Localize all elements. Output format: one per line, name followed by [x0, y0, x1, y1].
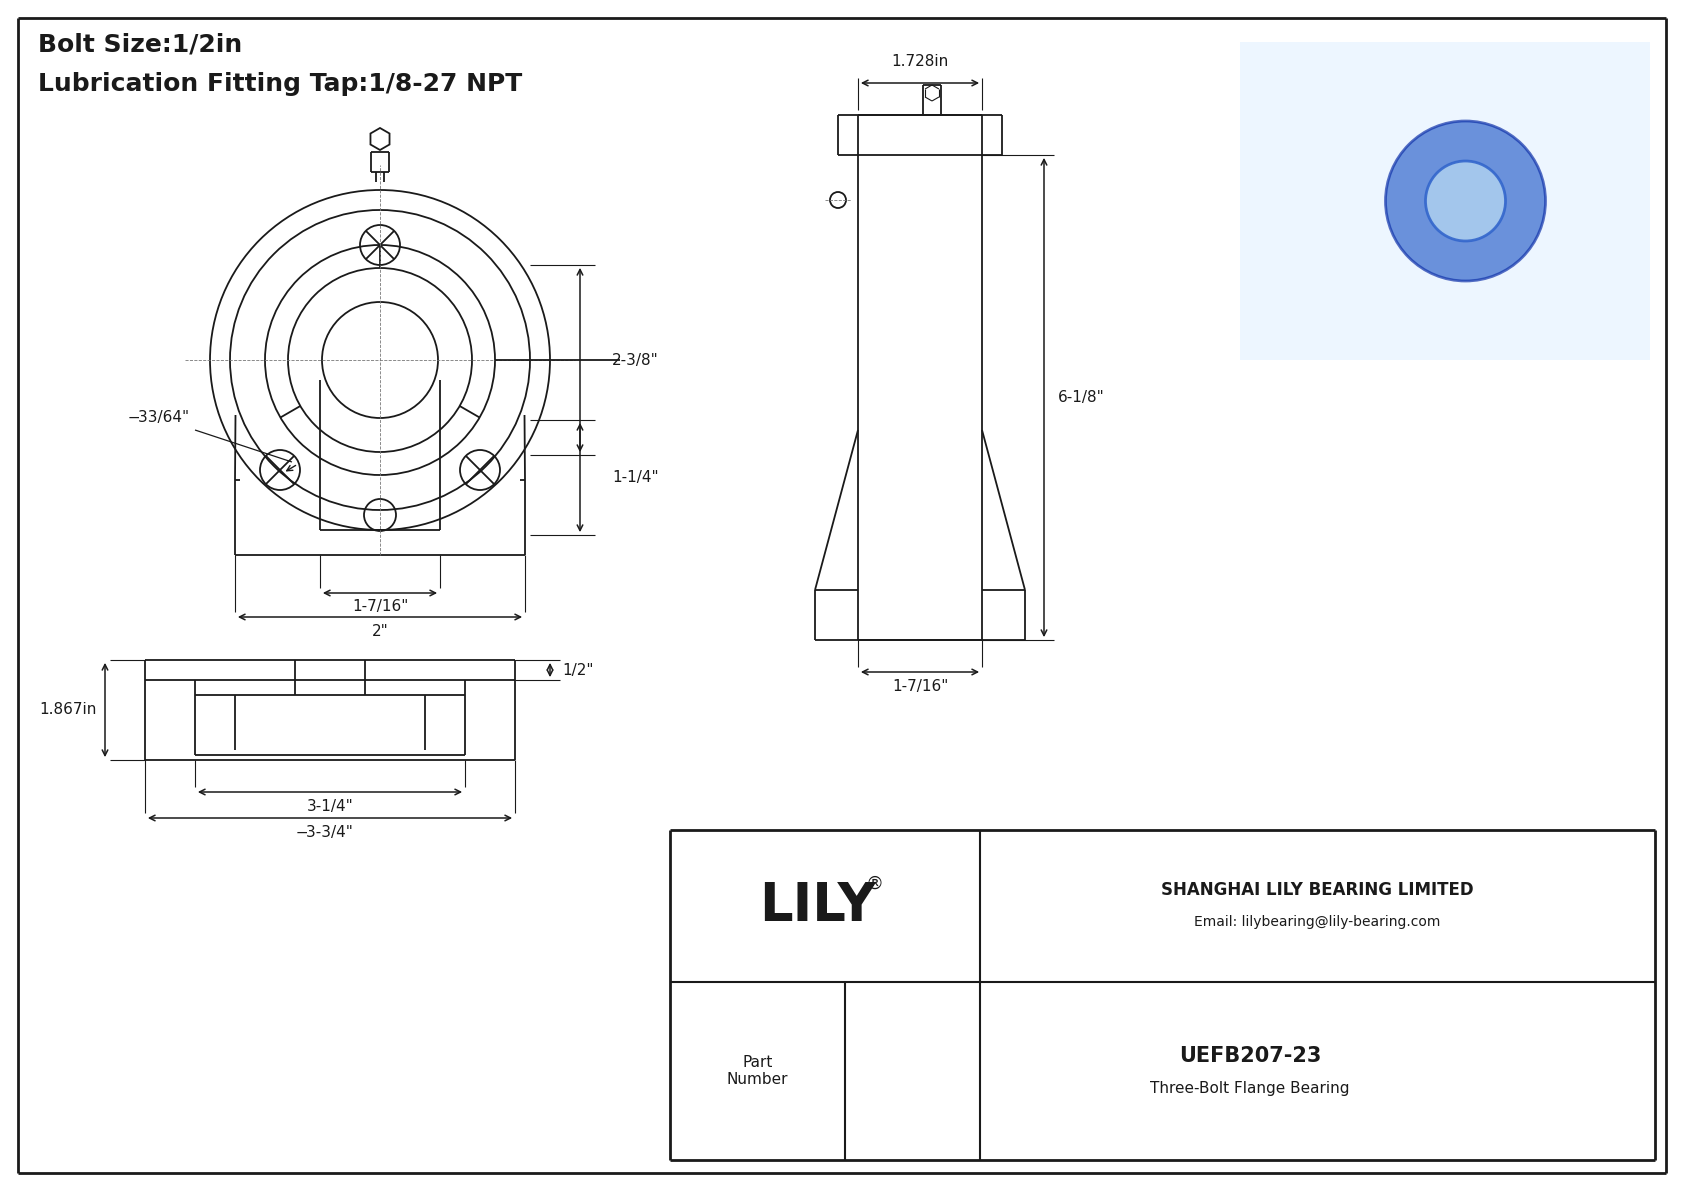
Text: 2-3/8": 2-3/8" [611, 353, 658, 368]
Bar [1239, 42, 1650, 360]
Text: 1-7/16": 1-7/16" [352, 599, 408, 615]
Text: 1-7/16": 1-7/16" [893, 679, 948, 693]
Text: 1.728in: 1.728in [891, 54, 948, 69]
Text: UEFB207-23: UEFB207-23 [1179, 1046, 1322, 1066]
Text: ̶3-3/4": ̶3-3/4" [306, 824, 354, 840]
Text: SHANGHAI LILY BEARING LIMITED: SHANGHAI LILY BEARING LIMITED [1162, 881, 1474, 899]
Text: Bolt Size:1/2in: Bolt Size:1/2in [39, 32, 242, 56]
Text: 6-1/8": 6-1/8" [1058, 389, 1105, 405]
Text: 2": 2" [372, 624, 389, 638]
Text: 1.867in: 1.867in [40, 703, 98, 717]
Text: Part
Number: Part Number [727, 1055, 788, 1087]
Text: ®: ® [866, 875, 884, 893]
Text: LILY: LILY [758, 880, 876, 933]
Text: 1/2": 1/2" [562, 662, 593, 678]
Text: 1-1/4": 1-1/4" [611, 470, 658, 485]
Text: Lubrication Fitting Tap:1/8-27 NPT: Lubrication Fitting Tap:1/8-27 NPT [39, 71, 522, 96]
Circle shape [1425, 161, 1505, 241]
Text: ̶33/64": ̶33/64" [138, 410, 190, 425]
Text: 3-1/4": 3-1/4" [306, 798, 354, 813]
Circle shape [1386, 121, 1546, 281]
Text: Email: lilybearing@lily-bearing.com: Email: lilybearing@lily-bearing.com [1194, 915, 1442, 929]
Text: Three-Bolt Flange Bearing: Three-Bolt Flange Bearing [1150, 1081, 1351, 1097]
